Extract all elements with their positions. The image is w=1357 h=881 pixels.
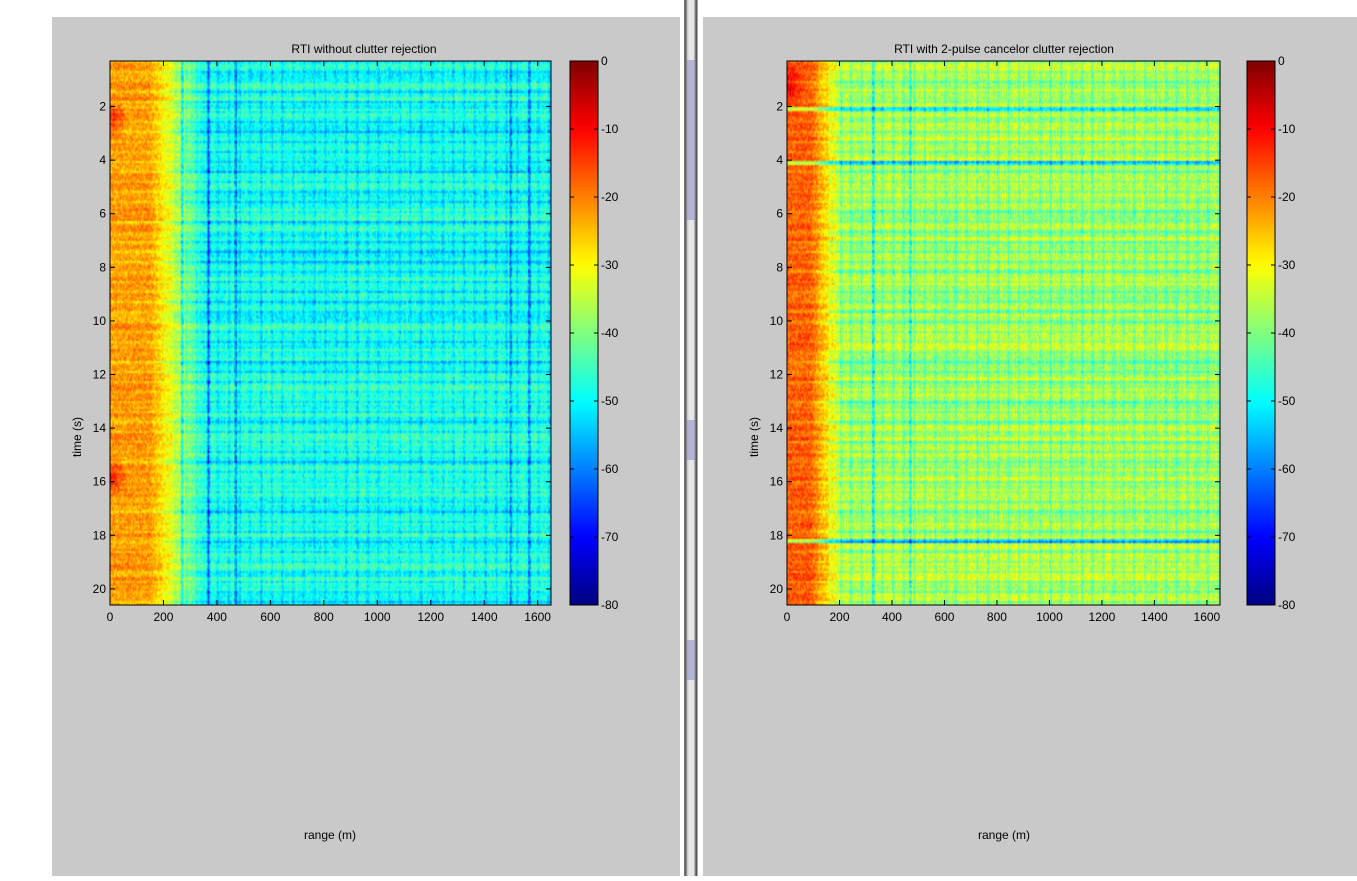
x-axis-label: range (m): [978, 828, 1030, 842]
y-tick-label: 16: [93, 475, 107, 489]
colorbar-ticks: 0 -10 -20 -30 -40 -50 -60 -70 -80: [570, 54, 619, 612]
x-tick-label: 800: [987, 610, 1007, 624]
colorbar-tick-label: -30: [601, 258, 619, 272]
x-tick-label: 1400: [471, 610, 498, 624]
x-tick-label: 800: [314, 610, 334, 624]
splitter-shadow-mid: [687, 420, 695, 460]
x-tick-label: 600: [934, 610, 954, 624]
colorbar-tick-label: -10: [601, 122, 619, 136]
colorbar-tick-label: -70: [1278, 530, 1296, 544]
y-tick-label: 18: [770, 528, 784, 542]
x-tick-label: 1400: [1141, 610, 1168, 624]
x-tick-label: 1600: [524, 610, 551, 624]
plot-frame: [786, 60, 1221, 606]
y-tick-label: 18: [93, 528, 107, 542]
x-tick-label: 200: [829, 610, 849, 624]
y-tick-label: 20: [93, 582, 107, 596]
x-tick-label: 0: [784, 610, 791, 624]
colorbar-tick-label: -20: [601, 190, 619, 204]
colorbar-tick-label: -20: [1278, 190, 1296, 204]
y-tick-label: 2: [99, 100, 106, 114]
y-tick-label: 14: [770, 421, 784, 435]
colorbar-tick-label: 0: [601, 54, 608, 68]
y-tick-label: 2: [776, 100, 783, 114]
y-tick-label: 10: [93, 314, 107, 328]
y-tick-label: 4: [99, 153, 106, 167]
chart-title: RTI without clutter rejection: [291, 42, 436, 56]
figure-window-left: RTI without clutter rejection 0 200 400 600…: [52, 17, 680, 876]
colorbar-tick-label: -50: [601, 394, 619, 408]
colorbar-tick-label: -30: [1278, 258, 1296, 272]
y-tick-label: 6: [776, 207, 783, 221]
rti-heatmap: [110, 61, 551, 605]
x-tick-label: 1600: [1194, 610, 1221, 624]
y-tick-label: 8: [776, 260, 783, 274]
x-tick-label: 1200: [417, 610, 444, 624]
x-tick-label: 1000: [364, 610, 391, 624]
chart-title: RTI with 2-pulse cancelor clutter reject…: [894, 42, 1114, 56]
colorbar-tick-label: -60: [601, 462, 619, 476]
x-tick-label: 1000: [1036, 610, 1063, 624]
x-tick-label: 1200: [1089, 610, 1116, 624]
x-tick-label: 200: [153, 610, 173, 624]
x-axis-ticks: 0 200 400 600 800 1000 1200 1400 1600: [107, 61, 551, 624]
rti-with-2-pulse-canceler-chart: RTI with 2-pulse cancelor clutter reject…: [747, 42, 1296, 842]
colorbar: [570, 61, 598, 605]
rti-heatmap: [787, 61, 1220, 605]
colorbar: [1247, 61, 1275, 605]
figure-window-right: RTI with 2-pulse cancelor clutter reject…: [703, 17, 1357, 876]
rti-without-clutter-rejection-chart: RTI without clutter rejection 0 200 400 600…: [70, 42, 619, 842]
colorbar-tick-label: -40: [1278, 326, 1296, 340]
x-tick-label: 0: [107, 610, 114, 624]
plot-frame: [109, 60, 552, 606]
x-tick-label: 600: [260, 610, 280, 624]
colorbar-tick-label: -60: [1278, 462, 1296, 476]
y-tick-label: 12: [93, 368, 107, 382]
x-axis-label: range (m): [304, 828, 356, 842]
splitter-shadow-top: [687, 60, 695, 220]
y-tick-label: 6: [99, 207, 106, 221]
colorbar-tick-label: -50: [1278, 394, 1296, 408]
y-tick-label: 10: [770, 314, 784, 328]
x-axis-ticks: 0 200 400 600 800 1000 1200 1400 1600: [784, 61, 1221, 624]
colorbar-ticks: 0 -10 -20 -30 -40 -50 -60 -70 -80: [1247, 54, 1296, 612]
colorbar-tick-label: -80: [601, 598, 619, 612]
colorbar-tick-label: -80: [1278, 598, 1296, 612]
y-tick-label: 8: [99, 260, 106, 274]
y-tick-label: 12: [770, 368, 784, 382]
colorbar-tick-label: -40: [601, 326, 619, 340]
colorbar-tick-label: -10: [1278, 122, 1296, 136]
y-axis-ticks: 2 4 6 8 10 12 14 16 18 20: [93, 100, 551, 596]
colorbar-tick-label: -70: [601, 530, 619, 544]
y-tick-label: 14: [93, 421, 107, 435]
y-axis-label: time (s): [70, 417, 84, 457]
x-tick-label: 400: [207, 610, 227, 624]
colorbar-tick-label: 0: [1278, 54, 1285, 68]
splitter-shadow-low: [687, 640, 695, 680]
y-tick-label: 20: [770, 582, 784, 596]
y-tick-label: 16: [770, 475, 784, 489]
y-tick-label: 4: [776, 153, 783, 167]
y-axis-ticks: 2 4 6 8 10 12 14 16 18 20: [770, 100, 1220, 596]
y-axis-label: time (s): [747, 417, 761, 457]
x-tick-label: 400: [882, 610, 902, 624]
